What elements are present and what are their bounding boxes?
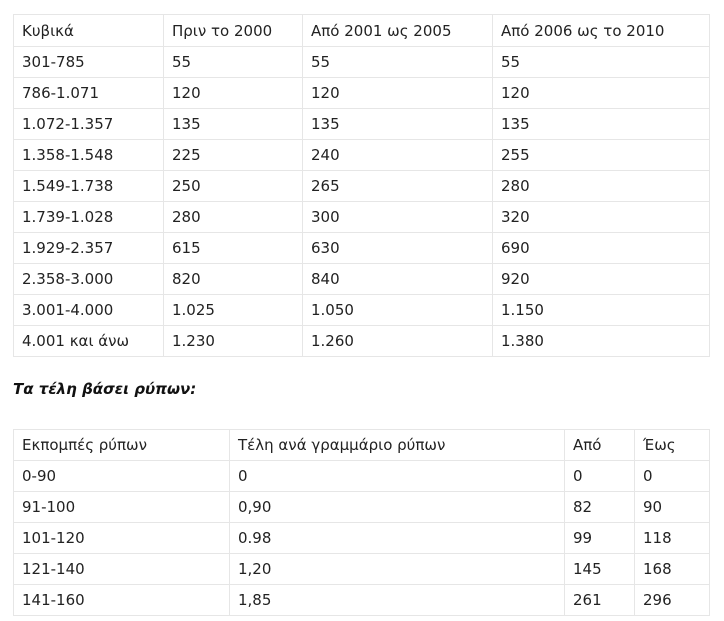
table-row: 1.739-1.028 280 300 320 [13, 201, 710, 233]
table-cell: 1.358-1.548 [13, 139, 164, 171]
table-row: 3.001-4.000 1.025 1.050 1.150 [13, 294, 710, 326]
table-cell: 120 [163, 77, 303, 109]
table-cell: 301-785 [13, 46, 164, 78]
table-cell: 240 [302, 139, 493, 171]
table-cell: 2.358-3.000 [13, 263, 164, 295]
table-cell: 118 [634, 522, 710, 554]
column-header-2006-2010: Από 2006 ως το 2010 [492, 14, 710, 47]
table-cell: 261 [564, 584, 635, 616]
table-cell: 55 [492, 46, 710, 78]
table-row: 121-140 1,20 145 168 [13, 553, 710, 585]
table-cell: 840 [302, 263, 493, 295]
table-cell: 135 [492, 108, 710, 140]
table-cell: 280 [163, 201, 303, 233]
table-cell: 1,20 [229, 553, 565, 585]
table-cell: 300 [302, 201, 493, 233]
emissions-fees-heading: Τα τέλη βάσει ρύπων: [13, 380, 197, 398]
table-cell: 82 [564, 491, 635, 523]
table-cell: 101-120 [13, 522, 230, 554]
table-cell: 1.739-1.028 [13, 201, 164, 233]
table-cell: 1.072-1.357 [13, 108, 164, 140]
column-header-to: Έως [634, 429, 710, 461]
table-row: 141-160 1,85 261 296 [13, 584, 710, 616]
table-cell: 0 [564, 460, 635, 492]
emissions-fees-table-body: Εκπομπές ρύπων Τέλη ανά γραμμάριο ρύπων … [13, 429, 710, 616]
table-row: 2.358-3.000 820 840 920 [13, 263, 710, 295]
column-header-before-2000: Πριν το 2000 [163, 14, 303, 47]
engine-capacity-fees-table: Κυβικά Πριν το 2000 Από 2001 ως 2005 Από… [13, 14, 710, 357]
table-row: 1.072-1.357 135 135 135 [13, 108, 710, 140]
table-cell: 121-140 [13, 553, 230, 585]
table-cell: 1.050 [302, 294, 493, 326]
table-row: 101-120 0.98 99 118 [13, 522, 710, 554]
table-cell: 135 [302, 108, 493, 140]
table-cell: 0 [634, 460, 710, 492]
table-cell: 0.98 [229, 522, 565, 554]
table-row: 1.358-1.548 225 240 255 [13, 139, 710, 171]
table-cell: 786-1.071 [13, 77, 164, 109]
engine-capacity-fees-table-body: Κυβικά Πριν το 2000 Από 2001 ως 2005 Από… [13, 14, 710, 357]
table-row: 91-100 0,90 82 90 [13, 491, 710, 523]
table-cell: 1,85 [229, 584, 565, 616]
column-header-fee-per-gram: Τέλη ανά γραμμάριο ρύπων [229, 429, 565, 461]
table-row: 301-785 55 55 55 [13, 46, 710, 78]
table-row: 1.549-1.738 250 265 280 [13, 170, 710, 202]
table-cell: 1.549-1.738 [13, 170, 164, 202]
table-cell: 630 [302, 232, 493, 264]
table-cell: 90 [634, 491, 710, 523]
table-cell: 0 [229, 460, 565, 492]
emissions-fees-table: Εκπομπές ρύπων Τέλη ανά γραμμάριο ρύπων … [13, 429, 710, 616]
table-cell: 920 [492, 263, 710, 295]
column-header-from: Από [564, 429, 635, 461]
table-cell: 1.260 [302, 325, 493, 357]
column-header-cc: Κυβικά [13, 14, 164, 47]
table-cell: 141-160 [13, 584, 230, 616]
table-cell: 0,90 [229, 491, 565, 523]
table-row: 786-1.071 120 120 120 [13, 77, 710, 109]
table-cell: 690 [492, 232, 710, 264]
table-cell: 4.001 και άνω [13, 325, 164, 357]
table-cell: 1.230 [163, 325, 303, 357]
table-header-row: Κυβικά Πριν το 2000 Από 2001 ως 2005 Από… [13, 14, 710, 47]
table-cell: 99 [564, 522, 635, 554]
table-cell: 1.380 [492, 325, 710, 357]
table-cell: 0-90 [13, 460, 230, 492]
table-cell: 120 [302, 77, 493, 109]
table-cell: 255 [492, 139, 710, 171]
table-row: 0-90 0 0 0 [13, 460, 710, 492]
table-cell: 250 [163, 170, 303, 202]
table-cell: 320 [492, 201, 710, 233]
table-cell: 280 [492, 170, 710, 202]
table-cell: 615 [163, 232, 303, 264]
column-header-2001-2005: Από 2001 ως 2005 [302, 14, 493, 47]
table-cell: 296 [634, 584, 710, 616]
column-header-emissions: Εκπομπές ρύπων [13, 429, 230, 461]
table-cell: 1.025 [163, 294, 303, 326]
table-header-row: Εκπομπές ρύπων Τέλη ανά γραμμάριο ρύπων … [13, 429, 710, 461]
table-row: 1.929-2.357 615 630 690 [13, 232, 710, 264]
table-cell: 1.929-2.357 [13, 232, 164, 264]
table-cell: 820 [163, 263, 303, 295]
table-cell: 120 [492, 77, 710, 109]
table-cell: 265 [302, 170, 493, 202]
table-cell: 55 [163, 46, 303, 78]
table-cell: 91-100 [13, 491, 230, 523]
table-cell: 225 [163, 139, 303, 171]
table-cell: 135 [163, 108, 303, 140]
table-cell: 145 [564, 553, 635, 585]
table-cell: 168 [634, 553, 710, 585]
table-cell: 3.001-4.000 [13, 294, 164, 326]
table-row: 4.001 και άνω 1.230 1.260 1.380 [13, 325, 710, 357]
table-cell: 55 [302, 46, 493, 78]
table-cell: 1.150 [492, 294, 710, 326]
